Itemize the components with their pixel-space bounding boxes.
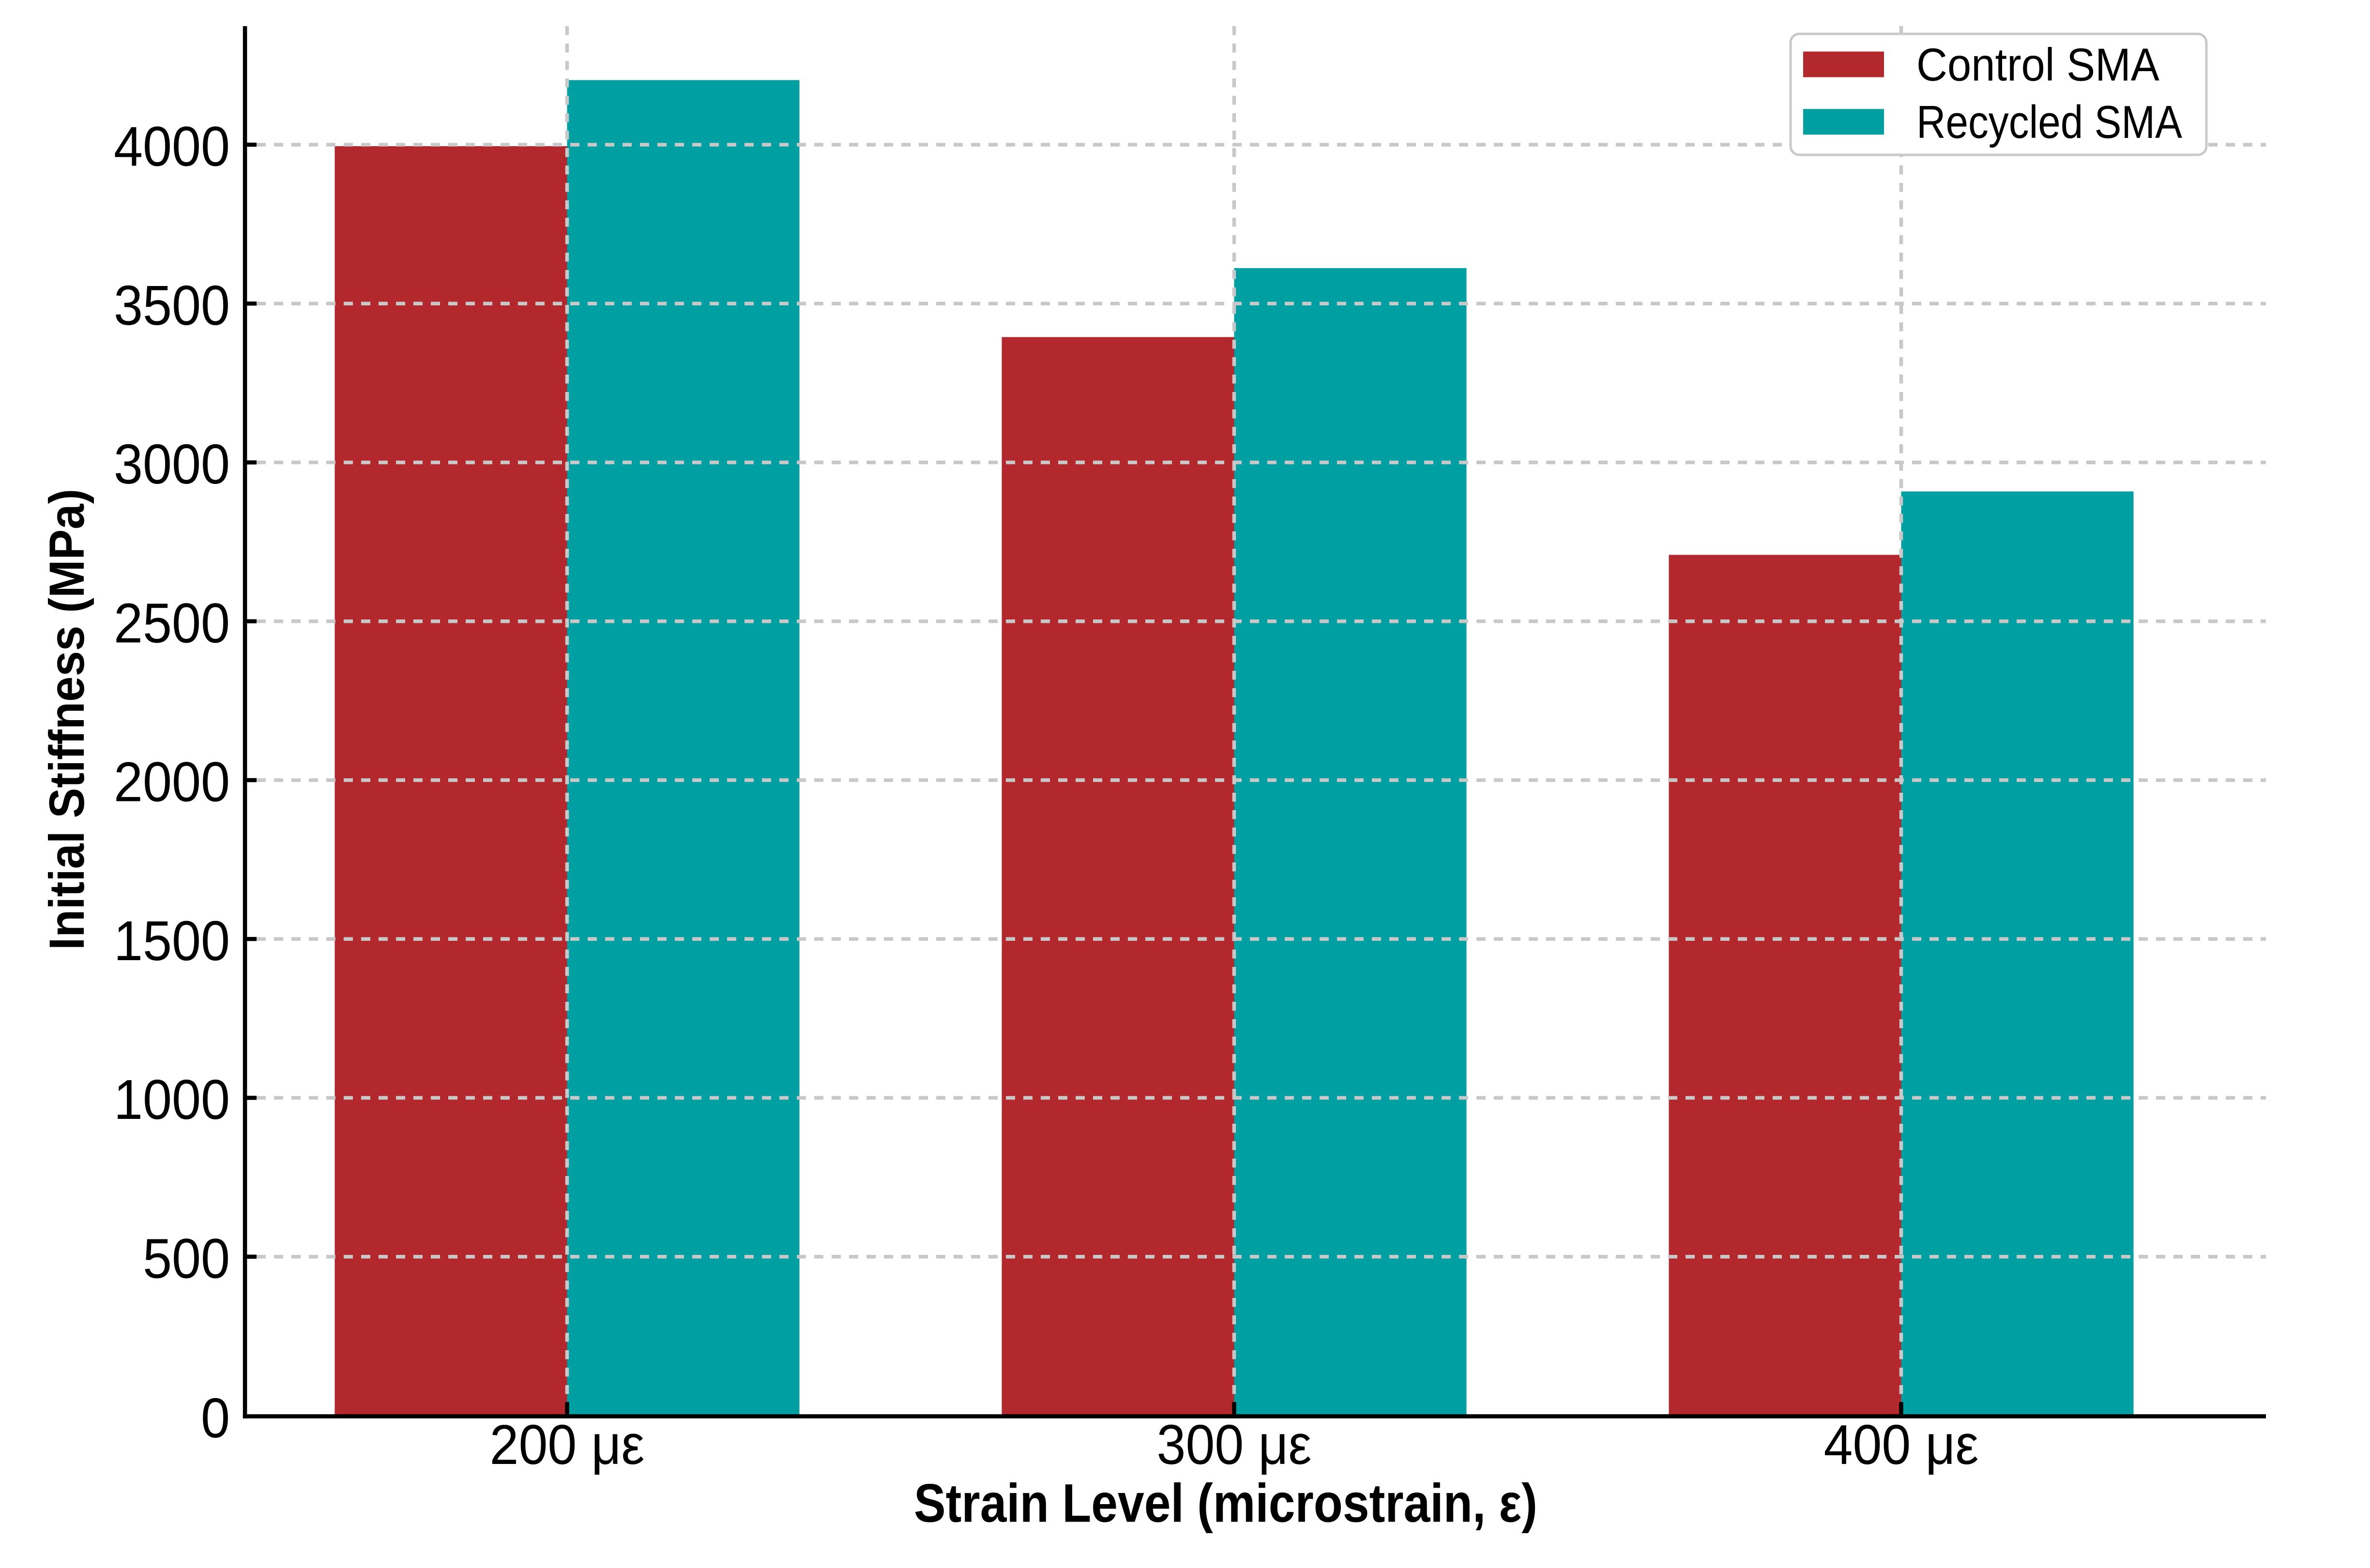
svg-text:400 με: 400 με [1824, 1413, 1979, 1476]
svg-text:Initial Stiffness (MPa): Initial Stiffness (MPa) [39, 489, 94, 950]
svg-text:0: 0 [201, 1387, 230, 1449]
svg-text:300 με: 300 με [1157, 1413, 1312, 1476]
svg-text:3500: 3500 [114, 274, 230, 337]
svg-text:2000: 2000 [114, 751, 230, 814]
svg-text:500: 500 [143, 1227, 230, 1290]
svg-text:3000: 3000 [114, 433, 230, 496]
svg-text:4000: 4000 [114, 115, 230, 178]
svg-text:Control SMA: Control SMA [1916, 39, 2159, 91]
svg-text:200 με: 200 με [490, 1413, 645, 1476]
svg-text:2500: 2500 [114, 592, 230, 655]
svg-text:Strain Level (microstrain, ε): Strain Level (microstrain, ε) [914, 1473, 1537, 1533]
svg-text:1000: 1000 [114, 1068, 230, 1131]
svg-text:Recycled SMA: Recycled SMA [1916, 96, 2182, 148]
svg-text:1500: 1500 [114, 909, 230, 972]
